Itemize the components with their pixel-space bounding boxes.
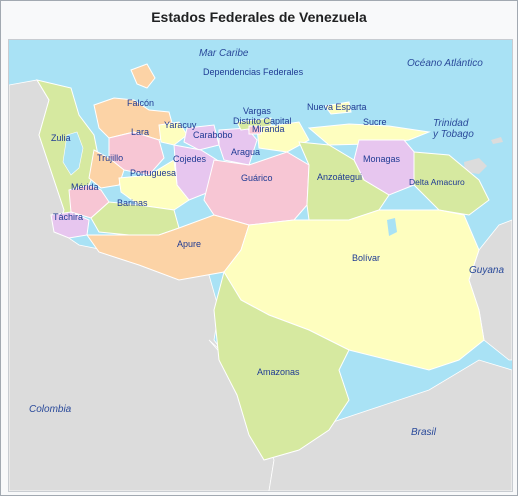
label-bolivar: Bolívar: [352, 253, 380, 263]
label-guyana: Guyana: [469, 265, 504, 276]
state-guarico[interactable]: [203, 151, 310, 226]
label-merida: Mérida: [71, 182, 99, 192]
label-tachira: Táchira: [53, 212, 83, 222]
tobago-island: [491, 137, 503, 144]
label-mar-caribe: Mar Caribe: [199, 48, 249, 59]
state-trujillo[interactable]: [88, 149, 125, 189]
state-carabobo[interactable]: [183, 124, 220, 151]
state-distrito[interactable]: [248, 125, 262, 135]
label-trinidad: Trinidad: [433, 118, 469, 129]
label-miranda: Miranda: [252, 124, 285, 134]
label-oceano-atlantico: Océano Atlántico: [407, 58, 483, 69]
label-apure: Apure: [177, 239, 201, 249]
label-amazonas: Amazonas: [257, 367, 300, 377]
state-portuguesa[interactable]: [118, 159, 190, 211]
label-portuguesa: Portuguesa: [130, 168, 176, 178]
label-barinas: Barinas: [117, 198, 148, 208]
label-trujillo: Trujillo: [97, 153, 123, 163]
trinidad-island: [464, 158, 487, 174]
label-vargas: Vargas: [243, 106, 271, 116]
label-aragua: Aragua: [231, 147, 260, 157]
label-colombia: Colombia: [29, 404, 72, 415]
label-sucre: Sucre: [363, 117, 387, 127]
label-distrito-capital: Distrito Capital: [233, 116, 292, 126]
lake-maracaibo: [62, 131, 84, 176]
label-brasil: Brasil: [411, 427, 437, 438]
label-yaracuy: Yaracuy: [164, 120, 197, 130]
label-lara: Lara: [131, 127, 149, 137]
label-cojedes: Cojedes: [173, 154, 207, 164]
state-falcon-paraguana[interactable]: [130, 63, 156, 89]
label-tobago: y Tobago: [432, 129, 474, 140]
state-yaracuy[interactable]: [158, 121, 188, 146]
venezuela-map: Mar Caribe Océano Atlántico Colombia Bra…: [9, 40, 512, 491]
label-guarico: Guárico: [241, 173, 273, 183]
label-falcon: Falcón: [127, 98, 154, 108]
label-monagas: Monagas: [363, 154, 401, 164]
label-zulia: Zulia: [51, 133, 71, 143]
map-canvas: Mar Caribe Océano Atlántico Colombia Bra…: [8, 39, 513, 492]
label-carabobo: Carabobo: [193, 130, 233, 140]
reservoir: [387, 218, 397, 236]
label-dependencias: Dependencias Federales: [203, 67, 304, 77]
state-miranda[interactable]: [256, 121, 310, 153]
state-amazonas[interactable]: [213, 270, 350, 461]
map-title: Estados Federales de Venezuela: [151, 9, 367, 25]
label-delta-amacuro: Delta Amacuro: [409, 177, 465, 187]
label-anzoategui: Anzoátegui: [317, 172, 362, 182]
label-nueva-esparta: Nueva Esparta: [307, 102, 367, 112]
state-delta-amacuro[interactable]: [413, 151, 490, 216]
state-nueva-esparta[interactable]: [324, 101, 352, 115]
